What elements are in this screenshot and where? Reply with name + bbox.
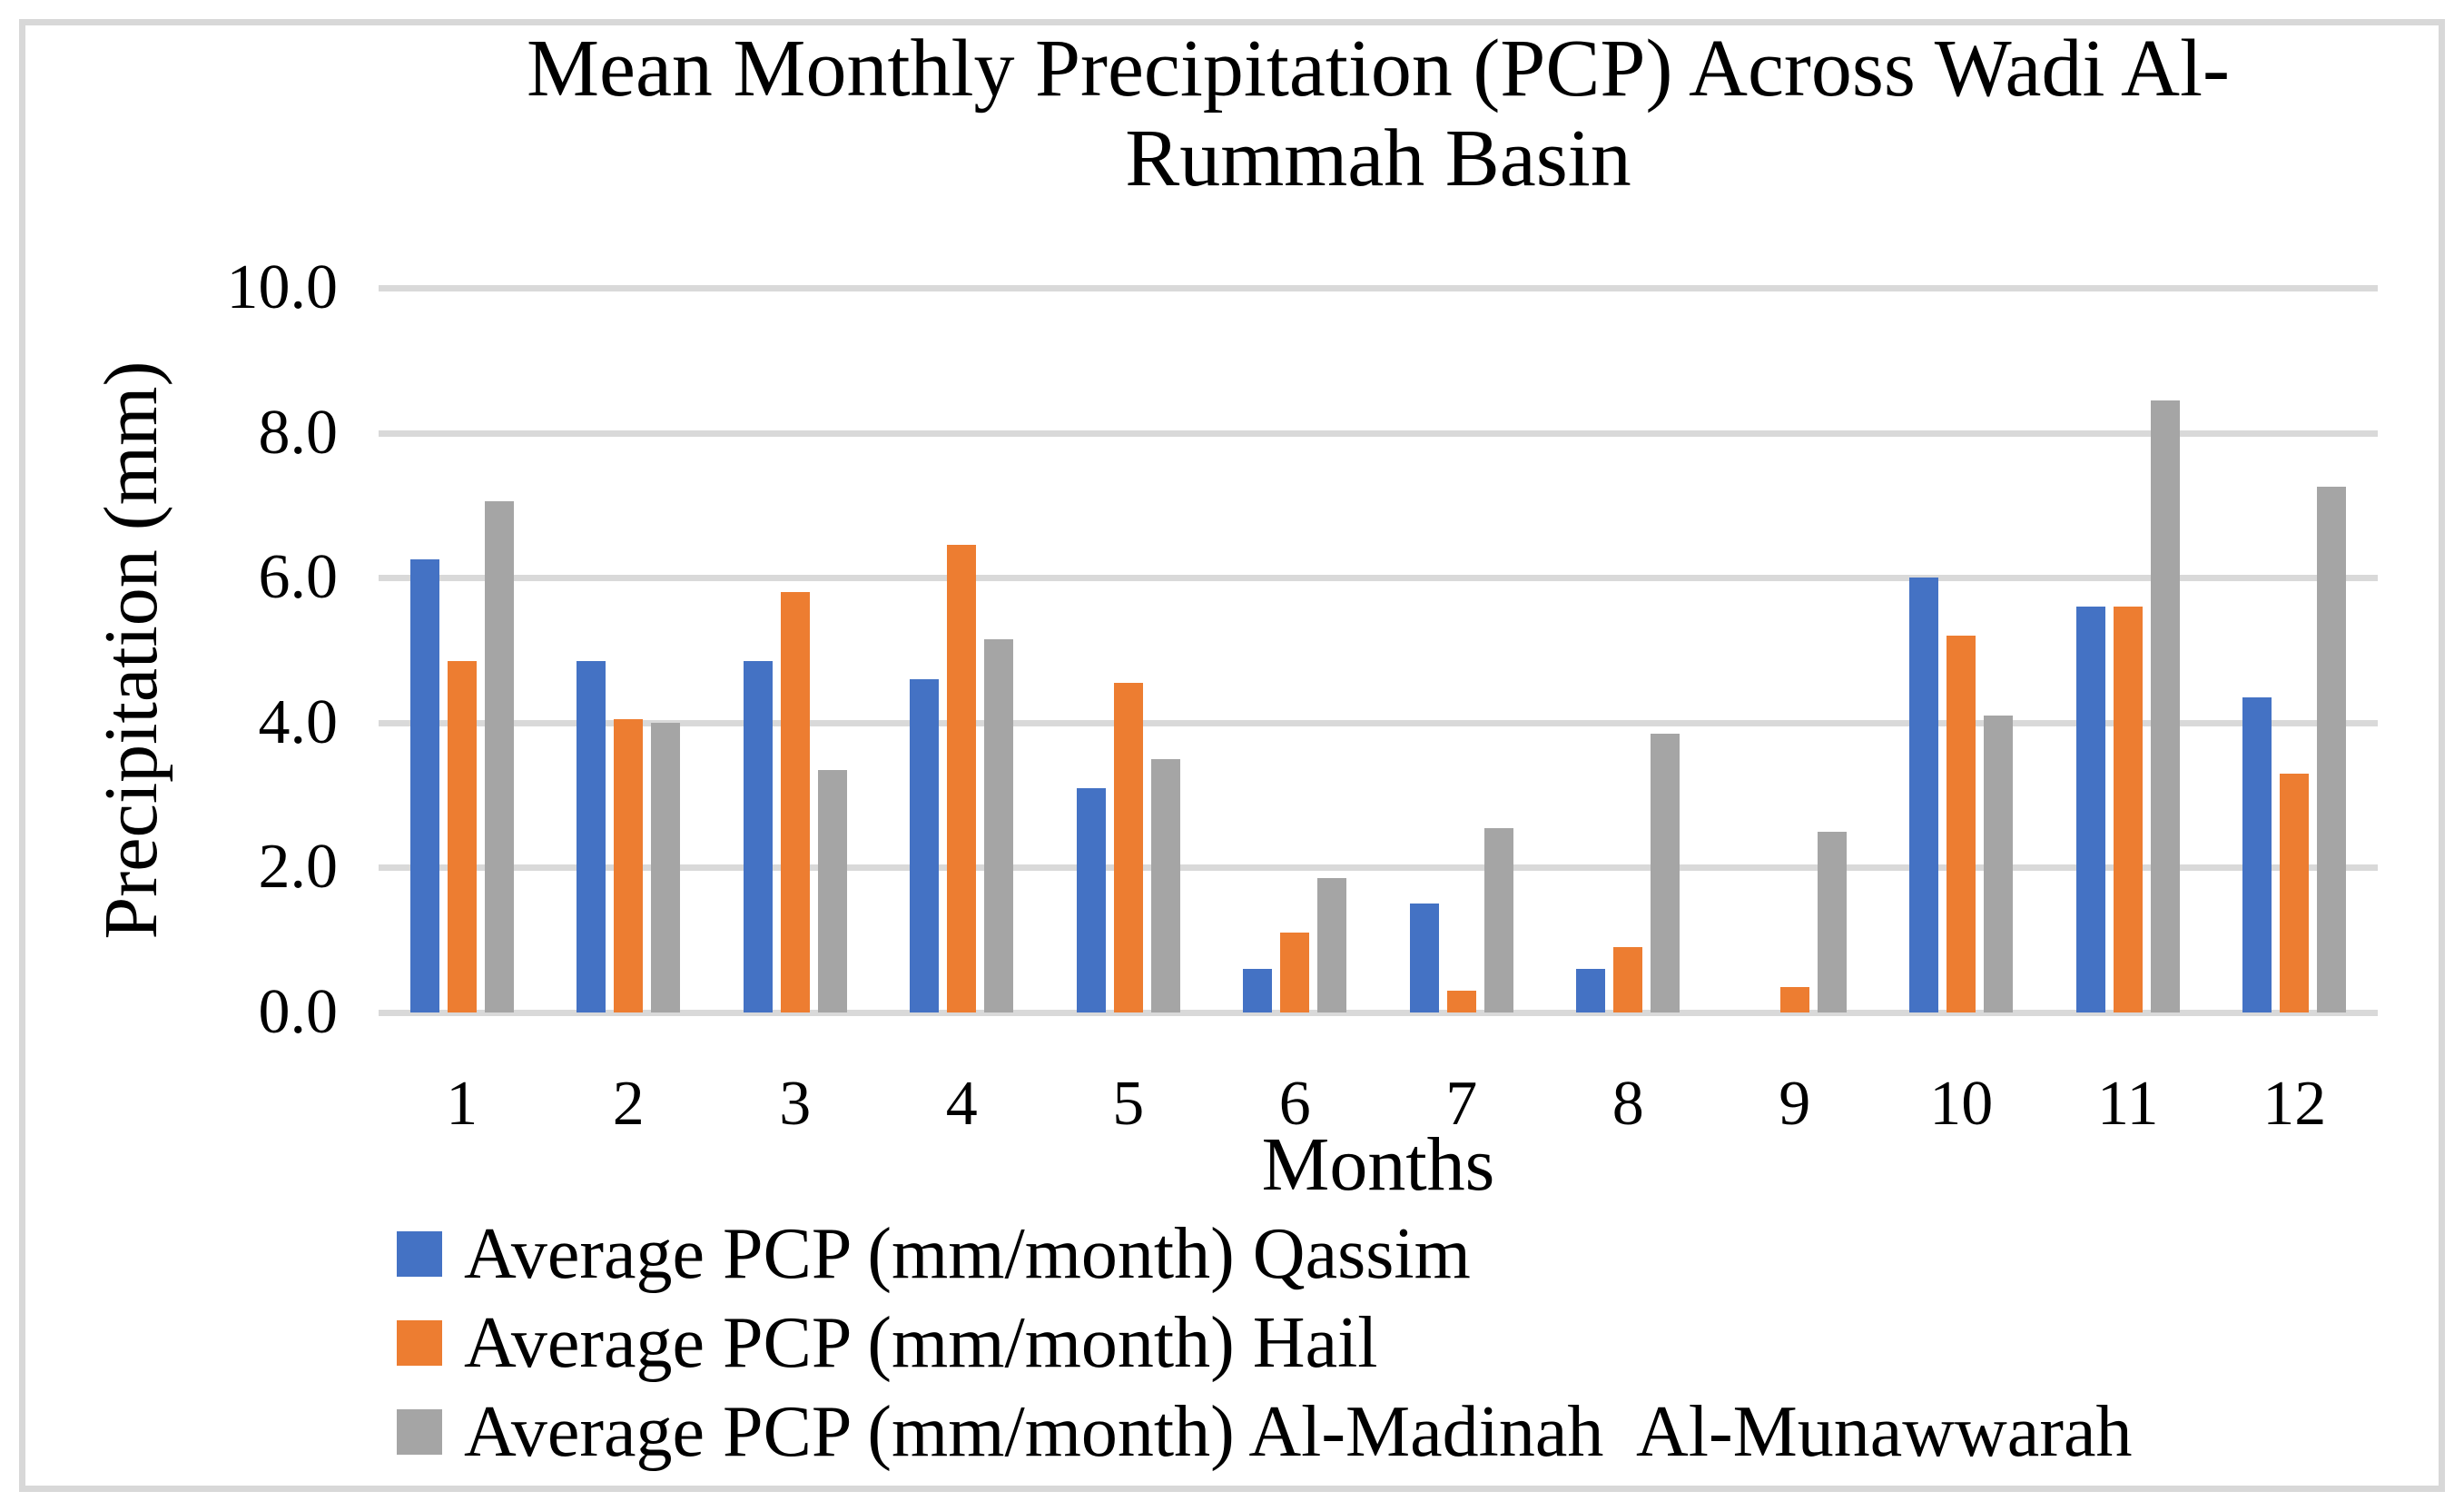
bar [651,722,680,1012]
legend-row: Average PCP (mm/month) Qassim [397,1210,2132,1299]
bar [1317,878,1346,1012]
bar [2242,696,2272,1012]
y-tick-label: 4.0 [258,686,339,757]
y-tick-label: 2.0 [258,832,339,903]
bar [984,639,1013,1012]
legend-label: Average PCP (mm/month) Hail [464,1303,1378,1383]
bar [1280,933,1309,1012]
legend-swatch [397,1409,442,1455]
bar [614,718,643,1012]
x-axis-title: Months [1261,1122,1495,1207]
gridline [379,430,2378,437]
chart-title-line-2: Rummah Basin [1125,114,1631,203]
chart-title-line-1: Mean Monthly Precipitation (PCP) Across … [527,24,2230,114]
bar [2076,607,2105,1012]
y-tick-label: 10.0 [226,252,339,322]
x-tick-label: 7 [1445,1069,1478,1139]
bar [1151,758,1180,1012]
bar [1410,904,1439,1012]
bar [1114,682,1143,1012]
legend-label: Average PCP (mm/month) Qassim [464,1214,1471,1294]
bar [1576,969,1605,1012]
bar [781,592,810,1012]
x-tick-label: 1 [446,1069,478,1139]
x-tick-label: 6 [1278,1069,1311,1139]
bar [744,660,773,1012]
bar [1984,715,2013,1012]
bar [2151,400,2180,1012]
bar [1447,991,1476,1012]
y-tick-label: 0.0 [258,977,339,1047]
gridline [379,864,2378,872]
x-tick-label: 3 [779,1069,812,1139]
bar [485,501,514,1012]
y-tick-label: 8.0 [258,397,339,468]
bar [1613,947,1642,1012]
bar [2114,607,2143,1012]
x-tick-label: 5 [1112,1069,1145,1139]
bar [2317,487,2346,1012]
legend-row: Average PCP (mm/month) Al-Madinah Al-Mun… [397,1388,2132,1476]
bar [947,545,976,1012]
x-tick-label: 9 [1779,1069,1811,1139]
bar [1947,636,1976,1012]
bar [1651,733,1680,1012]
x-tick-label: 8 [1611,1069,1644,1139]
bar [818,769,847,1012]
bar [910,678,939,1012]
chart-title: Mean Monthly Precipitation (PCP) Across … [289,24,2464,203]
x-tick-label: 11 [2097,1069,2159,1139]
gridline [379,575,2378,582]
x-tick-label: 12 [2262,1069,2327,1139]
legend-swatch [397,1231,442,1277]
legend: Average PCP (mm/month) Qassim Average PCP… [397,1210,2132,1476]
bar [577,660,606,1012]
bar [1077,787,1106,1012]
x-tick-label: 4 [945,1069,978,1139]
legend-label: Average PCP (mm/month) Al-Madinah Al-Mun… [464,1392,2133,1472]
bar [1909,578,1938,1012]
x-tick-label: 10 [1929,1069,1994,1139]
bar [1818,831,1847,1012]
legend-row: Average PCP (mm/month) Hail [397,1299,2132,1388]
gridline [379,285,2378,291]
bar [1484,827,1513,1012]
bar [448,660,477,1012]
x-tick-label: 2 [612,1069,645,1139]
bar [2280,773,2309,1012]
bar [410,559,439,1012]
gridline [379,719,2378,726]
bar [1243,969,1272,1012]
legend-swatch [397,1320,442,1366]
x-axis-line [379,1010,2378,1016]
bar [1780,987,1809,1012]
y-tick-label: 6.0 [258,542,339,613]
